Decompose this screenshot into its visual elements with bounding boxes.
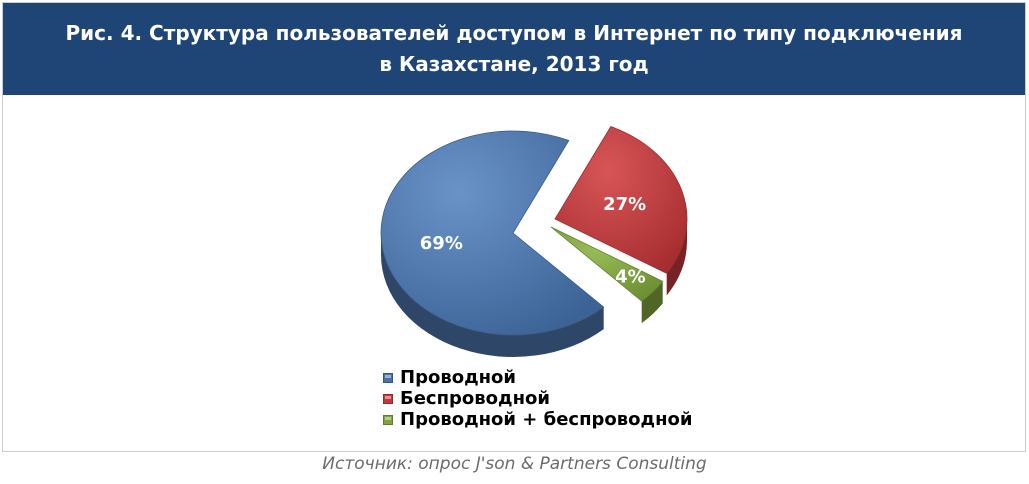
chart-frame: Рис. 4. Структура пользователей доступом… [2, 2, 1026, 452]
pie-slice-wireless-label: 27% [603, 194, 646, 215]
pie-slice-wireless-side [666, 219, 687, 296]
legend-label: Проводной + беспроводной [400, 409, 693, 430]
pie-slice-wired-label: 69% [420, 233, 463, 254]
pie-slice-wired-wireless-label: 4% [615, 267, 646, 288]
legend-label: Проводной [400, 367, 517, 388]
pie-slice-wireless [554, 126, 688, 274]
pie-chart: 69% 27% 4% [380, 126, 688, 358]
chart-legend: Проводной Беспроводной Проводной + беспров… [383, 367, 692, 430]
legend-item: Проводной [383, 367, 692, 388]
chart-header: Рис. 4. Структура пользователей доступом… [3, 3, 1025, 95]
pie-slice-wired-wireless [550, 226, 664, 302]
legend-swatch [383, 393, 393, 404]
pie-slice-wired-wireless-side [641, 281, 663, 324]
legend-label: Беспроводной [400, 388, 550, 409]
pie-slice-wired [380, 130, 605, 336]
chart-title: Рис. 4. Структура пользователей доступом… [65, 21, 963, 76]
legend-swatch [383, 372, 393, 383]
legend-item: Проводной + беспроводной [383, 409, 692, 430]
source-note: Источник: опрос J'son & Partners Consult… [322, 454, 707, 474]
legend-item: Беспроводной [383, 388, 692, 409]
pie-slice-wired-side [381, 233, 604, 358]
legend-swatch [383, 414, 393, 425]
